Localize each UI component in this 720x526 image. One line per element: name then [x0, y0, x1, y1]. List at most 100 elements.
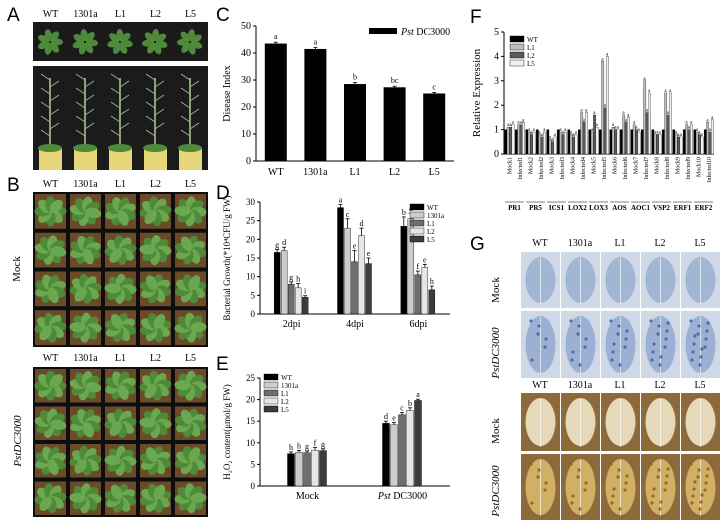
x-tick-label: Mock7 — [633, 157, 639, 174]
bar — [519, 124, 523, 155]
y-tick-label: 3 — [494, 76, 499, 87]
bar — [708, 131, 712, 155]
bar — [383, 87, 406, 161]
bar — [611, 127, 615, 155]
x-tick-label: L2 — [389, 167, 400, 178]
genotype-label-1301a: 1301a — [567, 238, 593, 249]
bar — [295, 452, 303, 487]
bar — [304, 48, 327, 162]
y-tick-label: 0 — [246, 156, 251, 167]
significance-letter: d — [282, 238, 286, 247]
gene-label: ICS1 — [549, 204, 565, 212]
significance-letter: a — [654, 130, 657, 135]
significance-letter: a — [614, 126, 617, 131]
legend-swatch — [409, 203, 425, 211]
y-tick-label: 0 — [494, 149, 499, 160]
bar — [532, 131, 536, 155]
significance-letter: g — [321, 440, 325, 449]
significance-letter: i — [304, 287, 307, 296]
significance-letter: a — [701, 133, 704, 138]
legend-swatch — [263, 389, 279, 397]
significance-letter: h — [289, 443, 293, 452]
pot-grid — [34, 194, 207, 345]
leaf-photo — [521, 252, 560, 308]
bar — [414, 400, 422, 487]
bar — [398, 414, 406, 487]
bar — [572, 136, 575, 155]
bolting-plant — [38, 73, 62, 170]
bar — [577, 129, 581, 155]
y-tick-label: 4 — [494, 51, 499, 62]
bar — [588, 129, 592, 155]
y-tick-label: 15 — [246, 253, 256, 263]
bar — [658, 134, 662, 155]
panel-e-label: E — [216, 354, 229, 375]
bar — [661, 129, 665, 155]
significance-letter: a — [677, 133, 680, 138]
chart-bacterial-growth: 051015202530gdghi2dpiacede4dpibafeh6dpiB… — [222, 195, 450, 330]
significance-letter: a — [562, 130, 565, 135]
legend-swatch — [369, 28, 397, 34]
genotype-label-l5: L5 — [184, 9, 197, 20]
bar — [640, 129, 644, 155]
bar — [664, 92, 668, 155]
y-tick-label: 30 — [241, 75, 251, 86]
genotype-label-l2: L2 — [149, 179, 162, 190]
gene-label: AOS — [612, 204, 627, 212]
legend-label: L1 — [281, 390, 289, 398]
panel-f-label: F — [470, 7, 482, 28]
significance-letter: a — [596, 123, 599, 128]
leaf-photo — [561, 311, 600, 378]
bar — [648, 92, 651, 155]
significance-letter: a — [530, 130, 533, 135]
significance-letter: a — [669, 89, 672, 94]
significance-letter: f — [416, 262, 419, 271]
y-tick-label: 30 — [246, 197, 256, 207]
bar — [407, 218, 415, 315]
significance-letter: a — [564, 128, 567, 133]
significance-letter: a — [696, 128, 699, 133]
significance-letter: c — [400, 404, 404, 413]
genotype-label-l5: L5 — [694, 380, 706, 391]
significance-letter: a — [711, 116, 714, 121]
bar — [280, 250, 288, 315]
legend-swatch — [263, 405, 279, 413]
legend-swatch — [509, 59, 525, 67]
significance-letter: a — [709, 128, 712, 133]
significance-letter: f — [314, 439, 317, 448]
significance-letter: a — [635, 126, 638, 131]
bar — [603, 107, 607, 155]
leaf-photo — [601, 311, 640, 378]
bar — [414, 274, 422, 315]
genotype-label-1301a: 1301a — [567, 380, 593, 391]
genotype-label-wt: WT — [42, 9, 59, 20]
bar — [400, 226, 408, 315]
y-tick-label: 50 — [241, 21, 251, 32]
x-tick-label: Mock — [296, 491, 319, 502]
x-tick-label: Infected2 — [538, 157, 545, 180]
bar — [551, 141, 554, 155]
x-tick-label: L5 — [429, 167, 440, 178]
bar — [351, 261, 358, 315]
significance-letter: a — [575, 130, 578, 135]
panel-b-label: B — [7, 175, 20, 196]
bar — [637, 131, 641, 155]
y-tick-label: 0 — [251, 481, 256, 491]
significance-letter: a — [646, 109, 649, 114]
bar — [546, 129, 550, 155]
significance-letter: g — [305, 442, 309, 451]
significance-letter: a — [512, 121, 515, 126]
significance-letter: a — [680, 133, 683, 138]
x-tick-label: Mock10 — [696, 157, 702, 177]
panel-a-rosette-photo — [33, 22, 208, 61]
bar — [595, 127, 599, 155]
y-tick-label: 25 — [246, 373, 256, 383]
legend-label: L5 — [527, 60, 535, 68]
significance-letter: a — [507, 123, 510, 128]
bar — [382, 423, 390, 487]
significance-letter: a — [509, 123, 512, 128]
genotype-label-l2: L2 — [654, 238, 666, 249]
x-tick-label: Infected10 — [706, 157, 713, 183]
y-tick-label: 1 — [494, 125, 499, 136]
